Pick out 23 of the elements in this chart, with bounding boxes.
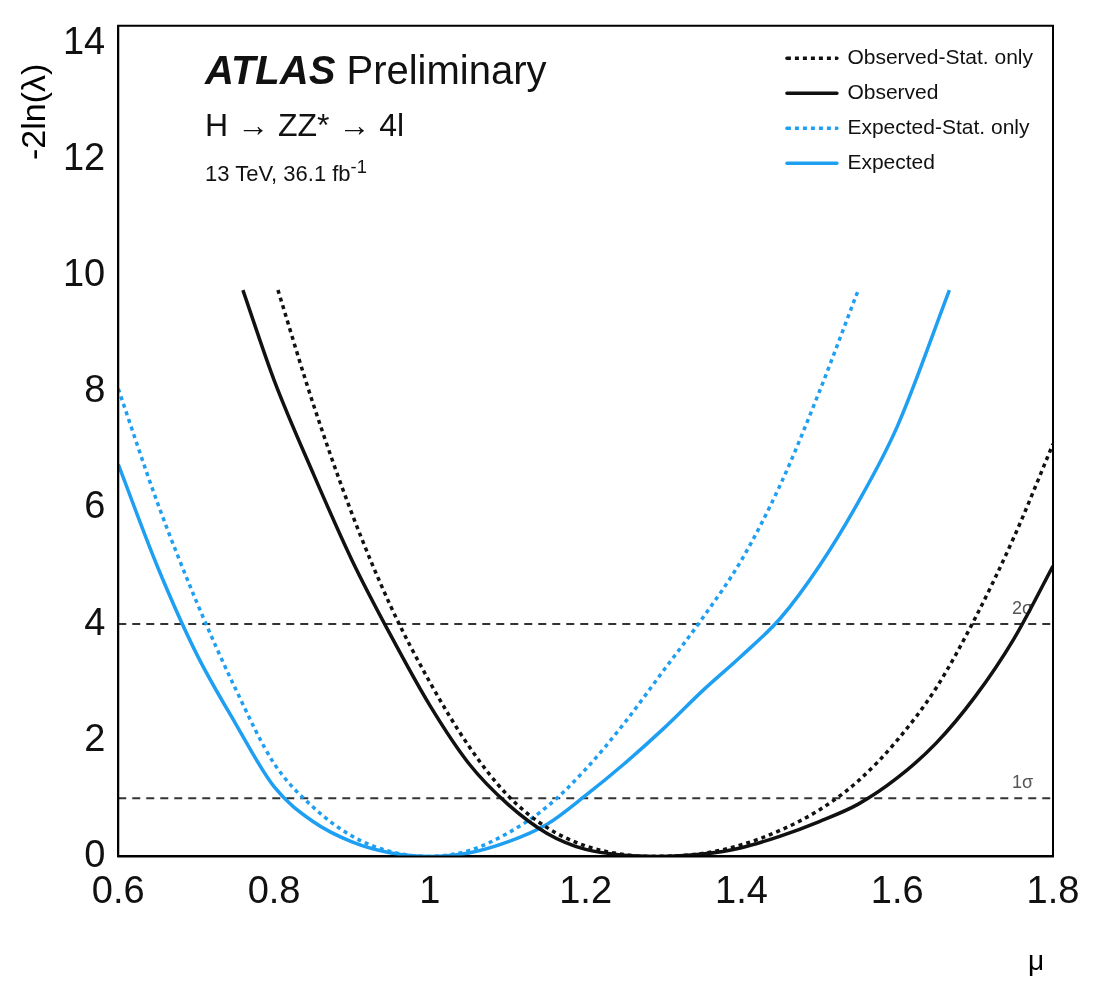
x-tick-label: 0.8 <box>247 868 301 911</box>
legend-label: Expected <box>847 150 935 174</box>
y-tick-label: 6 <box>84 484 106 527</box>
x-axis-title: μ <box>1028 945 1045 977</box>
y-axis-title: -2ln(λ) <box>14 63 53 160</box>
y-tick-label: 12 <box>62 135 106 178</box>
y-tick-label: 14 <box>62 19 106 62</box>
legend-label: Expected-Stat. only <box>847 115 1031 139</box>
y-tick-label: 2 <box>84 716 106 759</box>
y-tick-label: 8 <box>84 368 106 411</box>
annotation: 13 TeV, 36.1 fb$^{-1}$ <box>205 156 368 188</box>
x-tick-label: 1.6 <box>870 868 924 911</box>
y-tick-label: 4 <box>84 600 106 643</box>
x-tick-label: 1.8 <box>1026 868 1080 911</box>
legend-label: Observed-Stat. only <box>847 45 1034 69</box>
x-tick-label: 1 <box>419 868 441 911</box>
legend-label: Observed <box>847 80 939 104</box>
x-tick-label: 1.2 <box>559 868 613 911</box>
annotation: ATLAS Preliminary <box>205 48 547 93</box>
ref-line-label: 1σ <box>1011 772 1033 793</box>
y-tick-label: 10 <box>62 252 106 295</box>
annotation: H → ZZ* → 4l <box>205 107 406 144</box>
x-tick-label: 1.4 <box>715 868 768 911</box>
